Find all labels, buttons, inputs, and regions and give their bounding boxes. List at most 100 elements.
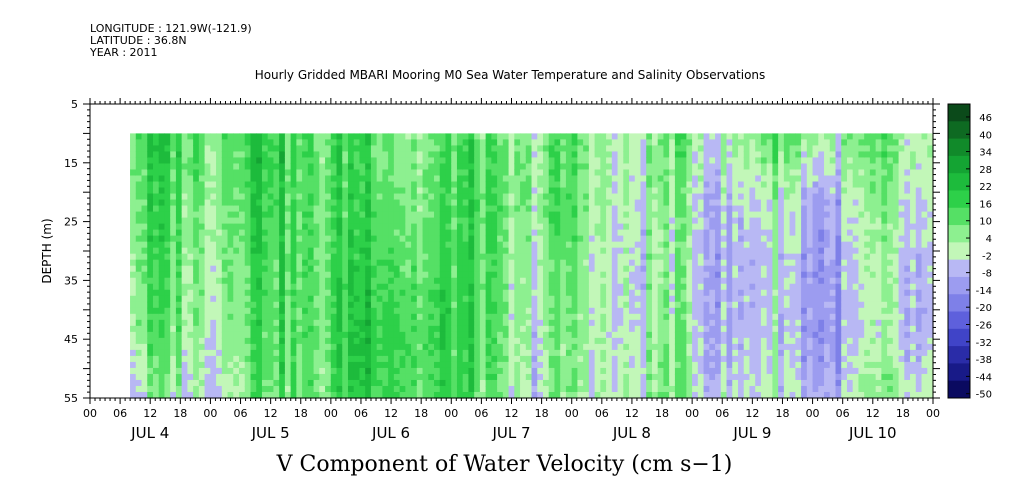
heatmap-cell bbox=[147, 199, 154, 207]
heatmap-cell bbox=[353, 175, 361, 183]
heatmap-cell bbox=[525, 271, 533, 279]
heatmap-cell bbox=[267, 337, 275, 345]
heatmap-cell bbox=[623, 247, 630, 255]
heatmap-cell bbox=[233, 223, 240, 231]
heatmap-cell bbox=[617, 175, 624, 183]
heatmap-cell bbox=[210, 157, 217, 165]
heatmap-cell bbox=[416, 283, 424, 291]
heatmap-cell bbox=[170, 319, 177, 327]
heatmap-cell bbox=[336, 157, 343, 165]
heatmap-cell bbox=[130, 391, 137, 399]
heatmap-cell bbox=[474, 325, 481, 333]
heatmap-cell bbox=[393, 145, 401, 153]
heatmap-cell bbox=[646, 313, 653, 321]
heatmap-cell bbox=[738, 295, 745, 303]
heatmap-cell bbox=[147, 391, 154, 399]
heatmap-cell bbox=[181, 259, 188, 267]
heatmap-cell bbox=[468, 289, 475, 297]
heatmap-cell bbox=[669, 181, 676, 189]
heatmap-cell bbox=[330, 277, 338, 285]
heatmap-cell bbox=[342, 391, 349, 399]
heatmap-cell bbox=[330, 139, 338, 147]
heatmap-cell bbox=[279, 313, 286, 321]
heatmap-cell bbox=[663, 391, 670, 399]
heatmap-cell bbox=[330, 151, 338, 159]
heatmap-cell bbox=[164, 247, 171, 255]
heatmap-cell bbox=[588, 193, 596, 201]
heatmap-cell bbox=[279, 283, 286, 291]
heatmap-cell bbox=[634, 367, 642, 375]
heatmap-cell bbox=[399, 199, 406, 207]
heatmap-cell bbox=[686, 319, 693, 327]
heatmap-cell bbox=[485, 265, 492, 273]
heatmap-cell bbox=[267, 247, 275, 255]
heatmap-cell bbox=[284, 331, 292, 339]
heatmap-cell bbox=[279, 385, 286, 393]
heatmap-cell bbox=[393, 163, 401, 171]
heatmap-cell bbox=[588, 205, 596, 213]
heatmap-cell bbox=[485, 229, 492, 237]
heatmap-cell bbox=[376, 175, 384, 183]
heatmap-cell bbox=[479, 241, 487, 249]
heatmap-cell bbox=[525, 385, 533, 393]
heatmap-cell bbox=[267, 379, 275, 387]
heatmap-cell bbox=[256, 367, 263, 375]
heatmap-cell bbox=[428, 307, 435, 315]
heatmap-cell bbox=[508, 385, 515, 393]
heatmap-cell bbox=[456, 187, 464, 195]
heatmap-cell bbox=[347, 259, 355, 267]
heatmap-cell bbox=[405, 205, 412, 213]
heatmap-cell bbox=[674, 349, 682, 357]
heatmap-cell bbox=[692, 343, 699, 351]
heatmap-cell bbox=[497, 361, 504, 369]
heatmap-cell bbox=[583, 163, 590, 171]
heatmap-cell bbox=[181, 367, 188, 375]
heatmap-cell bbox=[749, 307, 756, 315]
heatmap-cell bbox=[657, 325, 665, 333]
heatmap-cell bbox=[749, 283, 756, 291]
heatmap-cell bbox=[485, 295, 492, 303]
heatmap-cell bbox=[405, 169, 412, 177]
heatmap-cell bbox=[290, 139, 297, 147]
heatmap-cell bbox=[531, 271, 538, 279]
heatmap-cell bbox=[267, 145, 275, 153]
heatmap-cell bbox=[766, 187, 774, 195]
heatmap-cell bbox=[210, 235, 217, 243]
heatmap-cell bbox=[560, 277, 567, 285]
heatmap-cell bbox=[456, 373, 464, 381]
heatmap-cell bbox=[474, 265, 481, 273]
heatmap-cell bbox=[175, 325, 183, 333]
heatmap-cell bbox=[617, 247, 624, 255]
heatmap-cell bbox=[204, 337, 211, 345]
heatmap-cell bbox=[411, 259, 418, 267]
heatmap-cell bbox=[640, 277, 647, 285]
heatmap-cell bbox=[181, 343, 188, 351]
heatmap-cell bbox=[227, 337, 234, 345]
heatmap-cell bbox=[651, 151, 659, 159]
heatmap-cell bbox=[560, 175, 567, 183]
heatmap-cell bbox=[451, 379, 458, 387]
heatmap-cell bbox=[313, 319, 320, 327]
heatmap-cell bbox=[365, 133, 372, 141]
heatmap-cell bbox=[158, 337, 166, 345]
heatmap-cell bbox=[531, 391, 538, 399]
heatmap-cell bbox=[577, 163, 584, 171]
heatmap-cell bbox=[703, 205, 710, 213]
heatmap-cell bbox=[525, 331, 533, 339]
heatmap-cell bbox=[456, 367, 464, 375]
heatmap-cell bbox=[164, 205, 171, 213]
heatmap-cell bbox=[571, 157, 579, 165]
heatmap-cell bbox=[193, 151, 200, 159]
heatmap-cell bbox=[657, 301, 665, 309]
heatmap-cell bbox=[474, 193, 481, 201]
heatmap-cell bbox=[542, 241, 550, 249]
heatmap-cell bbox=[634, 301, 642, 309]
heatmap-cell bbox=[594, 163, 601, 171]
heatmap-cell bbox=[439, 385, 447, 393]
heatmap-cell bbox=[342, 205, 349, 213]
heatmap-cell bbox=[479, 133, 487, 141]
heatmap-cell bbox=[623, 151, 630, 159]
heatmap-cell bbox=[365, 259, 372, 267]
heatmap-cell bbox=[651, 271, 659, 279]
heatmap-cell bbox=[405, 265, 412, 273]
